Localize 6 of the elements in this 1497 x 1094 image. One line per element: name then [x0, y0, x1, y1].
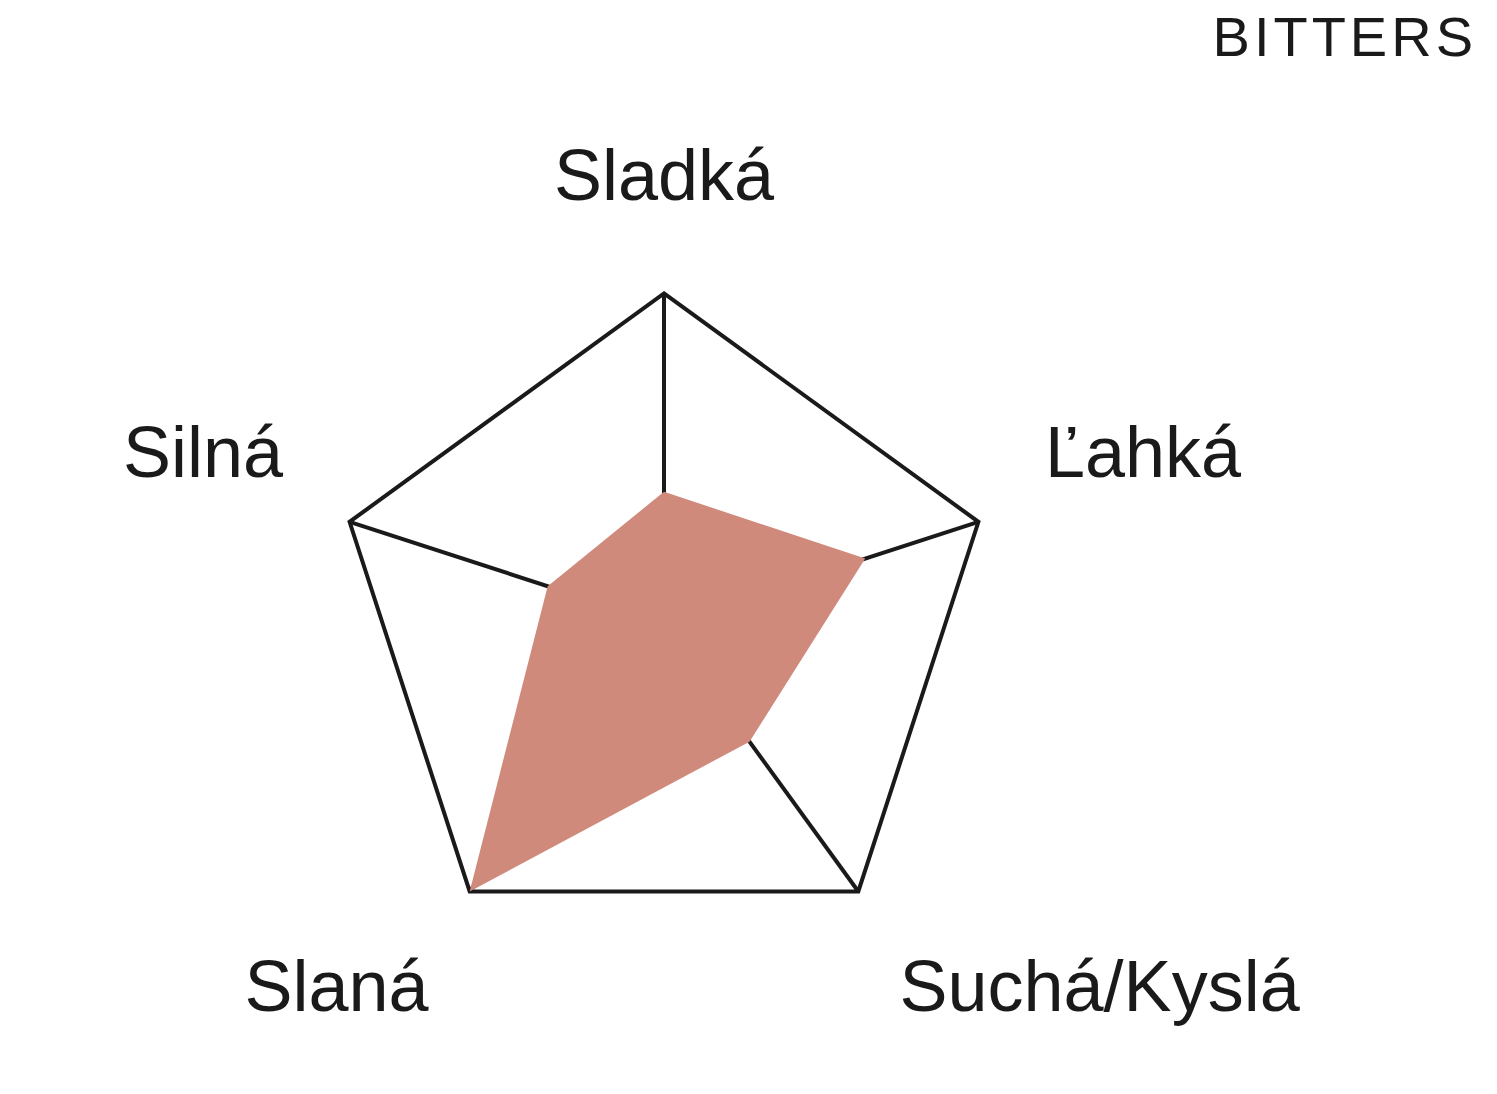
spoke-label: Silná — [122, 411, 284, 492]
spoke-label: Suchá/Kyslá — [899, 946, 1301, 1027]
spoke-label: Slaná — [244, 946, 430, 1027]
chart-title: BITTERS — [1212, 4, 1477, 69]
spoke-label: Sladká — [553, 135, 776, 216]
spoke-label: Ľahká — [1044, 411, 1243, 492]
